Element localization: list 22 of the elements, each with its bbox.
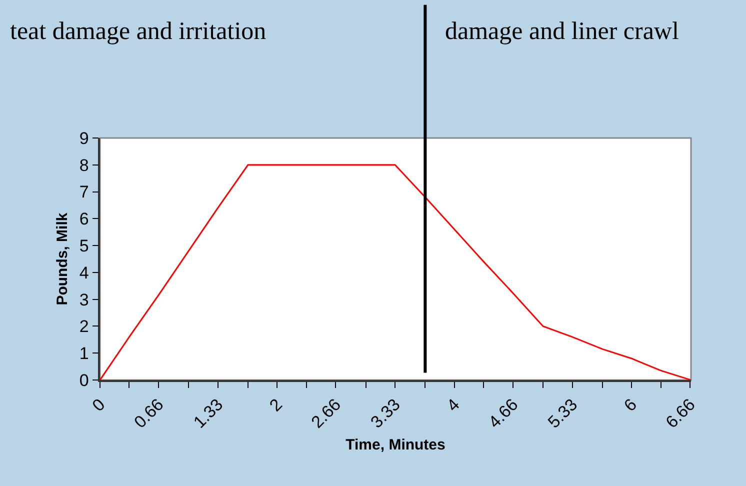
x-tick-label: 6.66 bbox=[662, 395, 699, 432]
y-tick-label: 0 bbox=[79, 370, 89, 390]
y-tick-label: 9 bbox=[79, 128, 89, 148]
y-tick-label: 7 bbox=[79, 182, 89, 202]
y-tick-label: 6 bbox=[79, 210, 89, 229]
x-tick-label: 3.33 bbox=[367, 395, 404, 432]
x-tick-label: 0.66 bbox=[130, 395, 168, 432]
y-tick-label: 1 bbox=[79, 344, 89, 364]
x-axis-title: Time, Minutes bbox=[346, 436, 446, 454]
x-tick-label: 4 bbox=[443, 395, 464, 416]
y-axis-title: Pounds, Milk bbox=[54, 212, 72, 306]
x-tick-label: 5.33 bbox=[544, 395, 582, 432]
x-tick-label: 4.66 bbox=[484, 395, 522, 432]
y-tick-label: 3 bbox=[79, 290, 89, 310]
x-tick-label: 2 bbox=[266, 395, 286, 416]
text: teat damage and irritation bbox=[10, 18, 267, 45]
y-tick-label: 8 bbox=[79, 156, 89, 175]
y-tick-label: 5 bbox=[79, 236, 89, 256]
x-tick-label: 6 bbox=[620, 395, 640, 416]
y-tick-label: 2 bbox=[79, 317, 89, 336]
text: damage and liner crawl bbox=[445, 18, 679, 45]
y-tick-label: 4 bbox=[79, 263, 89, 282]
